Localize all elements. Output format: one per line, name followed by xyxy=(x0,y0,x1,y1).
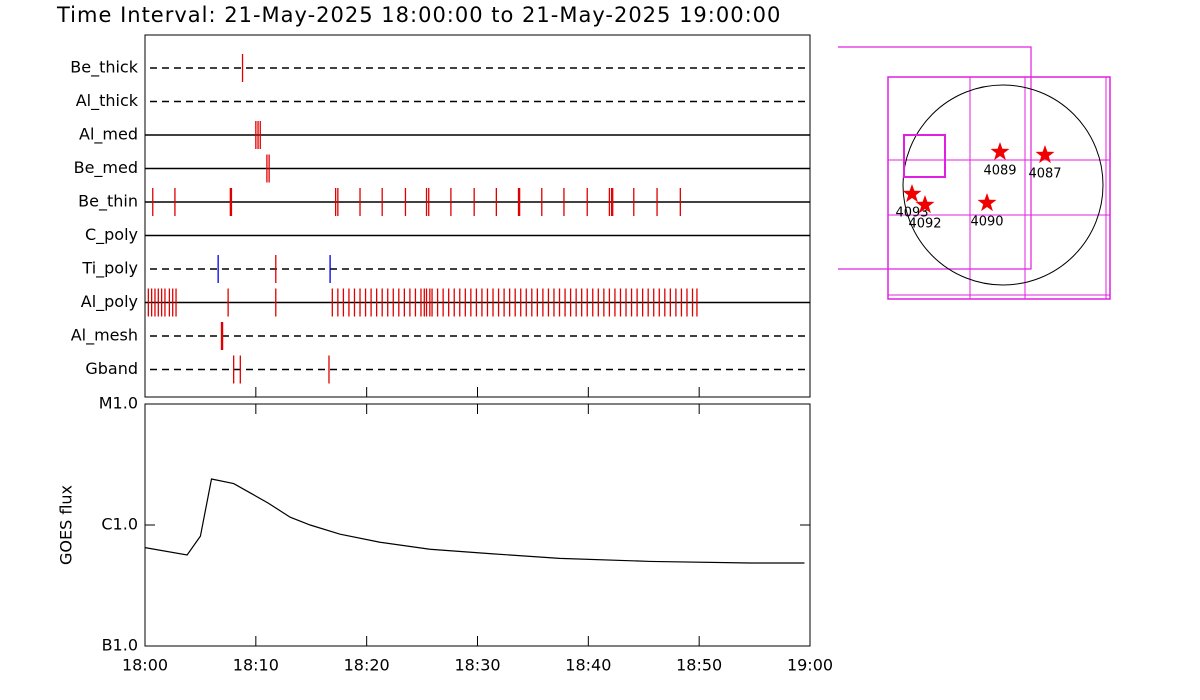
row-label: Gband xyxy=(85,359,138,378)
x-tick-label: 18:30 xyxy=(454,656,500,675)
x-tick-label: 18:20 xyxy=(344,656,390,675)
sun-map xyxy=(838,46,1111,300)
y-tick-label: M1.0 xyxy=(99,394,138,413)
region-star xyxy=(902,184,922,203)
pointing-box xyxy=(903,134,946,178)
x-tick-label: 19:00 xyxy=(787,656,833,675)
row-label: Al_mesh xyxy=(71,326,138,346)
y-tick-label: B1.0 xyxy=(102,636,138,655)
y-tick-label: C1.0 xyxy=(101,515,138,534)
x-tick-label: 18:50 xyxy=(676,656,722,675)
row-label: Be_thin xyxy=(78,192,138,212)
region-label: 4092 xyxy=(908,217,941,232)
row-label: Ti_poly xyxy=(81,259,138,279)
region-star xyxy=(977,193,997,212)
row-label: Al_med xyxy=(79,125,138,145)
region-label: 4090 xyxy=(970,215,1003,230)
x-tick-label: 18:10 xyxy=(233,656,279,675)
row-label: Al_poly xyxy=(81,292,138,312)
y-axis-label: GOES flux xyxy=(57,485,76,565)
map-box xyxy=(887,76,1111,300)
region-label: 4087 xyxy=(1028,167,1061,182)
region-label: 4089 xyxy=(983,164,1016,179)
row-label: C_poly xyxy=(85,225,138,245)
region-star xyxy=(990,142,1010,161)
solar-disk xyxy=(902,84,1104,286)
timeline-frame xyxy=(144,34,811,398)
row-label: Be_thick xyxy=(70,58,138,78)
region-star xyxy=(1035,145,1055,164)
goes-curve xyxy=(144,478,805,564)
goes-frame xyxy=(144,403,811,647)
row-label: Be_med xyxy=(74,158,138,178)
x-tick-label: 18:00 xyxy=(122,656,168,675)
fov-outline xyxy=(838,46,1032,270)
row-label: Al_thick xyxy=(76,91,139,111)
region-star xyxy=(915,195,935,214)
x-tick-label: 18:40 xyxy=(565,656,611,675)
title: Time Interval: 21-May-2025 18:00:00 to 2… xyxy=(56,3,781,27)
